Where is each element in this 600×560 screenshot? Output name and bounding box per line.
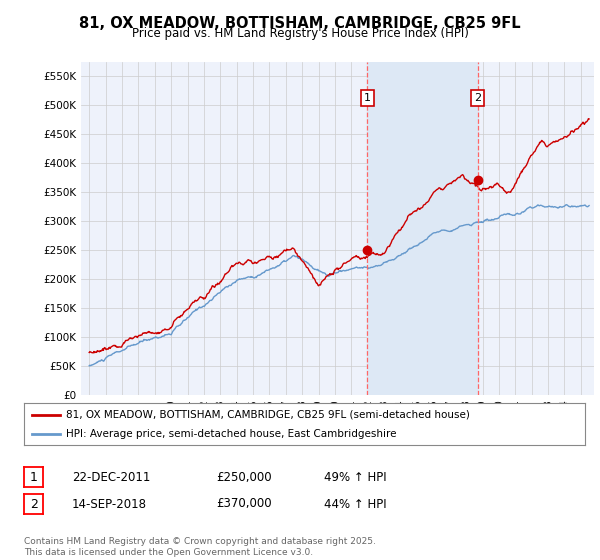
Text: 14-SEP-2018: 14-SEP-2018 [72,497,147,511]
Text: £370,000: £370,000 [216,497,272,511]
Text: £250,000: £250,000 [216,470,272,484]
Text: HPI: Average price, semi-detached house, East Cambridgeshire: HPI: Average price, semi-detached house,… [66,429,397,439]
Text: 1: 1 [29,470,38,484]
Text: 81, OX MEADOW, BOTTISHAM, CAMBRIDGE, CB25 9FL: 81, OX MEADOW, BOTTISHAM, CAMBRIDGE, CB2… [79,16,521,31]
Text: Price paid vs. HM Land Registry's House Price Index (HPI): Price paid vs. HM Land Registry's House … [131,27,469,40]
Text: 2: 2 [29,497,38,511]
Text: 49% ↑ HPI: 49% ↑ HPI [324,470,386,484]
Bar [367,62,478,395]
Text: 44% ↑ HPI: 44% ↑ HPI [324,497,386,511]
Text: 22-DEC-2011: 22-DEC-2011 [72,470,151,484]
Text: 81, OX MEADOW, BOTTISHAM, CAMBRIDGE, CB25 9FL (semi-detached house): 81, OX MEADOW, BOTTISHAM, CAMBRIDGE, CB2… [66,409,470,419]
Text: Contains HM Land Registry data © Crown copyright and database right 2025.
This d: Contains HM Land Registry data © Crown c… [24,537,376,557]
Text: 1: 1 [364,94,371,103]
Text: 2: 2 [474,94,481,103]
